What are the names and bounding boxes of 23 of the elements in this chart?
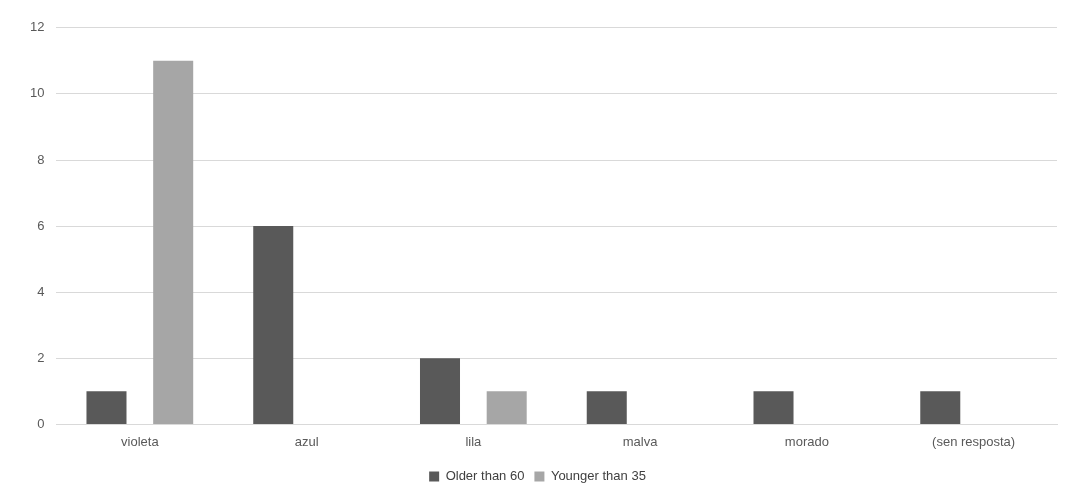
bar — [753, 391, 794, 424]
y-tick-label: 12 — [29, 19, 45, 35]
y-tick-label: 10 — [29, 85, 45, 101]
bar — [253, 226, 294, 424]
bar — [586, 391, 627, 424]
x-tick-label: lila — [465, 433, 483, 449]
x-tick-label: (sen resposta) — [932, 433, 1016, 449]
x-tick-label: azul — [294, 433, 319, 449]
bar — [419, 358, 461, 424]
x-tick-label: violeta — [121, 433, 160, 449]
bar — [153, 60, 194, 424]
y-tick-label: 2 — [37, 349, 45, 365]
x-tick-label: malva — [622, 433, 659, 449]
bar — [486, 391, 527, 424]
y-tick-label: 4 — [37, 283, 45, 299]
y-tick-label: 0 — [37, 415, 45, 431]
legend-label: Younger than 35 — [550, 468, 646, 484]
y-tick-label: 8 — [37, 151, 45, 167]
legend-label: Older than 60 — [445, 468, 525, 484]
y-tick-label: 6 — [37, 217, 45, 233]
x-tick-label: morado — [784, 433, 829, 449]
bar — [920, 391, 961, 424]
bar — [86, 391, 127, 424]
